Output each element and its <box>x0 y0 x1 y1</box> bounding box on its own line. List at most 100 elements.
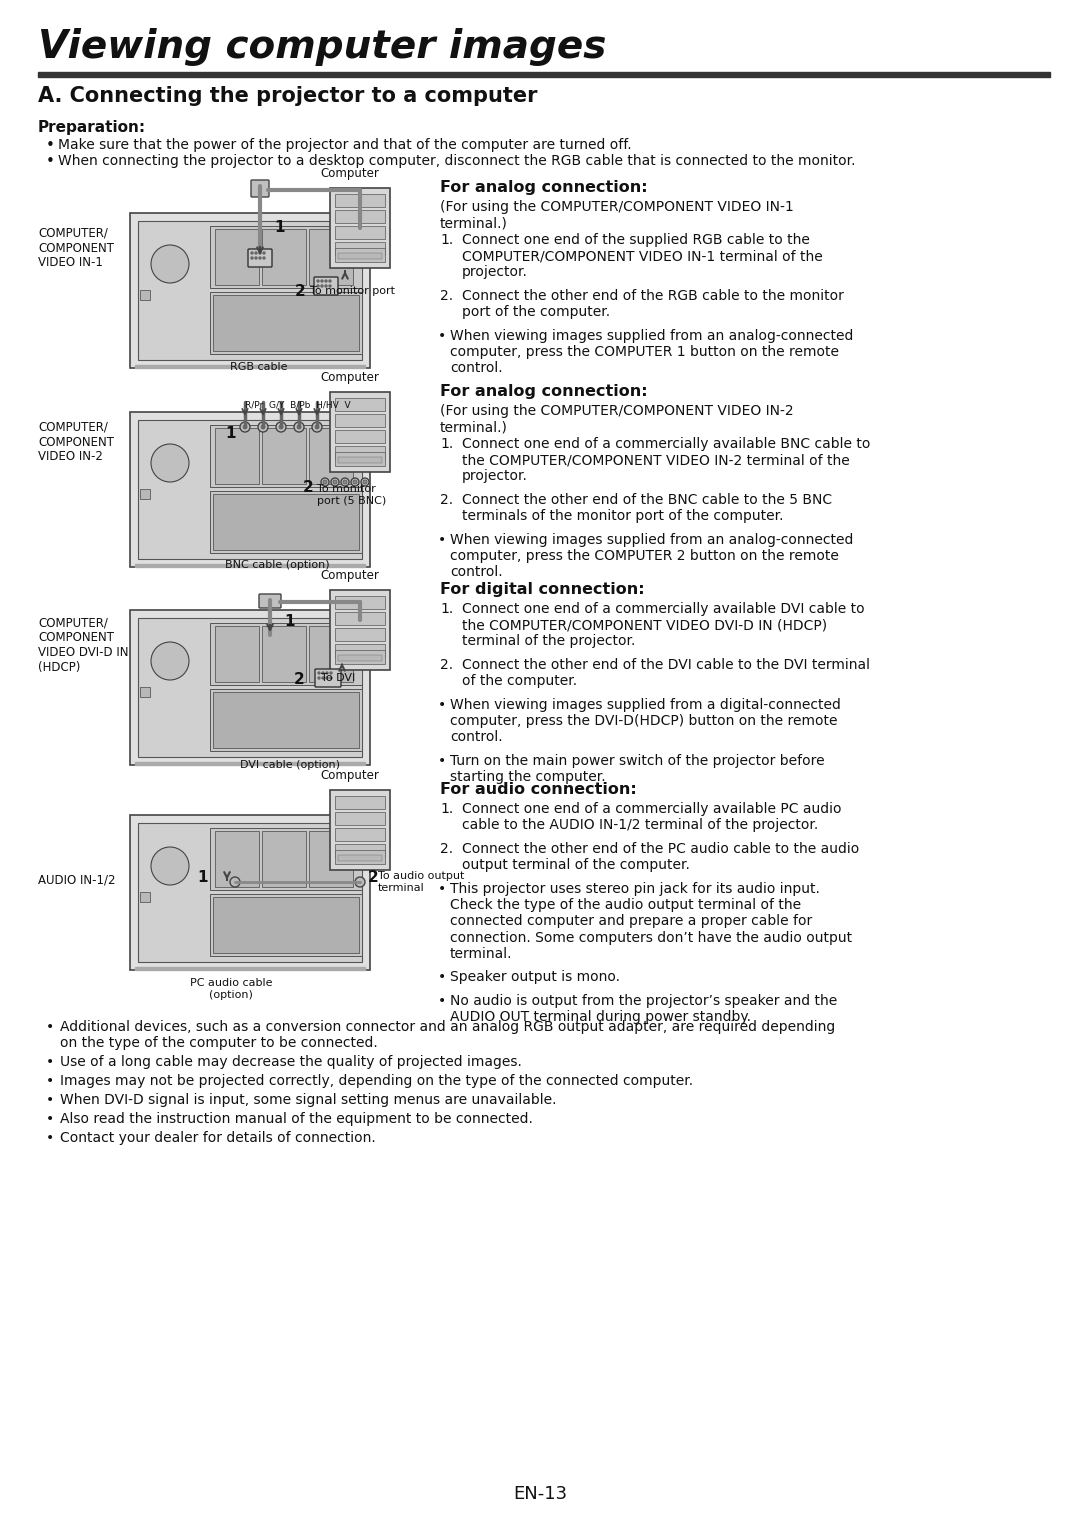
Bar <box>213 495 359 550</box>
Circle shape <box>353 479 357 484</box>
Text: Connect the other end of the DVI cable to the DVI terminal
of the computer.: Connect the other end of the DVI cable t… <box>462 658 870 689</box>
Bar <box>335 194 384 208</box>
Circle shape <box>259 252 261 253</box>
Text: 2.: 2. <box>440 289 454 302</box>
Text: To monitor
port (5 BNC): To monitor port (5 BNC) <box>318 484 387 505</box>
Text: When viewing images supplied from a digital-connected
computer, press the DVI-D(: When viewing images supplied from a digi… <box>450 698 841 744</box>
Circle shape <box>276 421 286 432</box>
Bar <box>330 188 390 269</box>
Circle shape <box>297 425 301 429</box>
Text: When viewing images supplied from an analog-connected
computer, press the COMPUT: When viewing images supplied from an ana… <box>450 533 853 579</box>
Bar <box>338 457 382 463</box>
Circle shape <box>321 478 329 486</box>
Text: RGB cable: RGB cable <box>230 362 287 373</box>
FancyBboxPatch shape <box>251 180 269 197</box>
Text: EN-13: EN-13 <box>513 1484 567 1503</box>
Text: •: • <box>438 994 446 1008</box>
Text: Images may not be projected correctly, depending on the type of the connected co: Images may not be projected correctly, d… <box>60 1073 693 1089</box>
Bar <box>335 612 384 625</box>
Circle shape <box>258 421 268 432</box>
Circle shape <box>318 672 320 673</box>
Circle shape <box>255 252 257 253</box>
Circle shape <box>329 286 330 287</box>
Text: Connect one end of a commercially available DVI cable to
the COMPUTER/COMPONENT : Connect one end of a commercially availa… <box>462 602 865 649</box>
Text: Computer: Computer <box>321 570 379 582</box>
Text: Use of a long cable may decrease the quality of projected images.: Use of a long cable may decrease the qua… <box>60 1055 522 1069</box>
Bar <box>335 414 384 428</box>
Bar <box>335 828 384 841</box>
Bar <box>338 855 382 861</box>
Text: Make sure that the power of the projector and that of the computer are turned of: Make sure that the power of the projecto… <box>58 137 632 153</box>
Bar <box>335 446 384 460</box>
Text: AUDIO IN-1/2: AUDIO IN-1/2 <box>38 873 116 887</box>
Bar <box>215 831 259 887</box>
Bar <box>335 851 384 864</box>
Text: R/Pr  G/Y  B/Pb  H/HV  V: R/Pr G/Y B/Pb H/HV V <box>245 402 351 411</box>
Bar <box>338 655 382 661</box>
Bar <box>38 72 1050 76</box>
Bar <box>130 212 370 368</box>
Text: •: • <box>46 137 55 153</box>
Text: COMPUTER/
COMPONENT
VIDEO DVI-D IN
(HDCP): COMPUTER/ COMPONENT VIDEO DVI-D IN (HDCP… <box>38 615 129 673</box>
Text: For audio connection:: For audio connection: <box>440 782 637 797</box>
Bar <box>138 823 362 962</box>
Bar <box>210 828 362 890</box>
FancyBboxPatch shape <box>315 669 341 687</box>
Bar <box>335 241 384 255</box>
Text: Connect the other end of the RGB cable to the monitor
port of the computer.: Connect the other end of the RGB cable t… <box>462 289 843 319</box>
Bar <box>335 628 384 641</box>
Text: To monitor port: To monitor port <box>310 286 395 296</box>
Circle shape <box>363 479 367 484</box>
Text: For analog connection:: For analog connection: <box>440 180 648 195</box>
Text: Connect one end of a commercially available BNC cable to
the COMPUTER/COMPONENT : Connect one end of a commercially availa… <box>462 437 870 484</box>
Text: For analog connection:: For analog connection: <box>440 383 648 399</box>
Bar <box>335 226 384 240</box>
Bar <box>309 428 353 484</box>
Circle shape <box>279 425 283 429</box>
Circle shape <box>321 286 323 287</box>
Circle shape <box>330 672 332 673</box>
Text: •: • <box>438 533 446 547</box>
Text: No audio is output from the projector’s speaker and the
AUDIO OUT terminal durin: No audio is output from the projector’s … <box>450 994 837 1025</box>
Text: Connect the other end of the PC audio cable to the audio
output terminal of the : Connect the other end of the PC audio ca… <box>462 841 860 872</box>
Text: •: • <box>438 970 446 983</box>
Bar <box>210 623 362 686</box>
Bar <box>330 789 390 870</box>
Text: (For using the COMPUTER/COMPONENT VIDEO IN-2
terminal.): (For using the COMPUTER/COMPONENT VIDEO … <box>440 405 794 434</box>
Bar <box>138 420 362 559</box>
Circle shape <box>325 286 327 287</box>
Bar <box>210 226 362 289</box>
Circle shape <box>261 425 265 429</box>
Circle shape <box>240 421 249 432</box>
Text: 1.: 1. <box>440 234 454 247</box>
Text: Preparation:: Preparation: <box>38 121 146 134</box>
Circle shape <box>326 676 328 680</box>
Circle shape <box>361 478 369 486</box>
Circle shape <box>264 257 265 260</box>
Text: •: • <box>46 154 55 169</box>
Bar <box>138 618 362 757</box>
Bar <box>213 295 359 351</box>
Circle shape <box>264 252 265 253</box>
Bar <box>335 452 384 466</box>
Text: A. Connecting the projector to a computer: A. Connecting the projector to a compute… <box>38 86 538 105</box>
Circle shape <box>151 847 189 886</box>
Bar <box>140 290 150 299</box>
Bar <box>140 687 150 696</box>
Text: Computer: Computer <box>321 371 379 383</box>
Circle shape <box>151 244 189 282</box>
Bar <box>213 896 359 953</box>
Text: •: • <box>46 1020 54 1034</box>
Text: COMPUTER/
COMPONENT
VIDEO IN-2: COMPUTER/ COMPONENT VIDEO IN-2 <box>38 420 114 464</box>
Text: (For using the COMPUTER/COMPONENT VIDEO IN-1
terminal.): (For using the COMPUTER/COMPONENT VIDEO … <box>440 200 794 231</box>
Circle shape <box>351 478 359 486</box>
Text: PC audio cable
(option): PC audio cable (option) <box>190 979 272 1000</box>
Circle shape <box>318 286 319 287</box>
Text: To DVI: To DVI <box>321 673 355 683</box>
Circle shape <box>330 478 339 486</box>
Bar <box>130 815 370 970</box>
Bar <box>215 428 259 484</box>
Bar <box>130 609 370 765</box>
Text: •: • <box>438 328 446 344</box>
Circle shape <box>341 478 349 486</box>
